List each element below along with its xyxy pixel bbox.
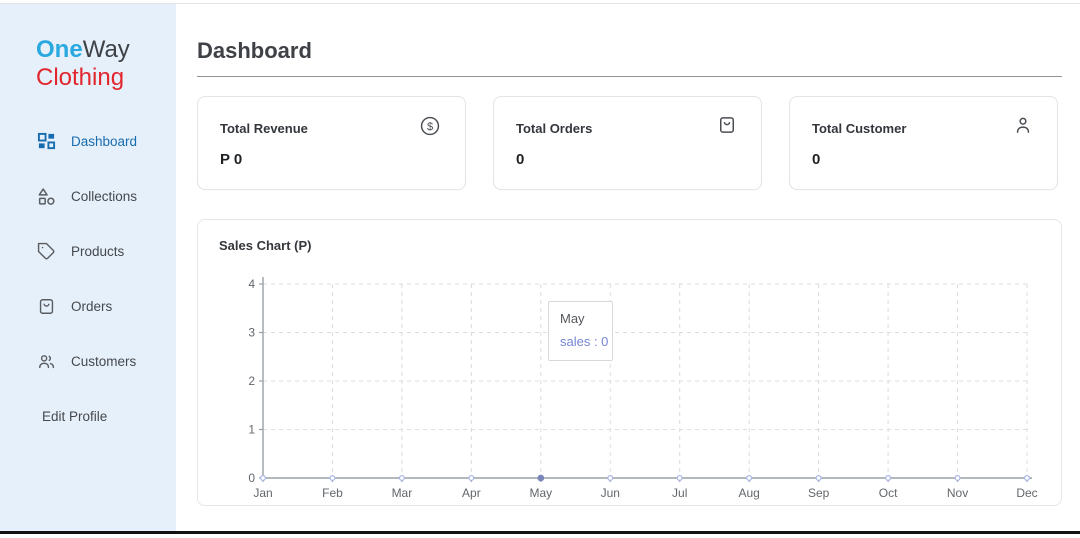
bottom-window-edge xyxy=(0,531,1080,534)
brand-way: Way xyxy=(82,36,130,63)
svg-text:1: 1 xyxy=(248,423,255,437)
svg-text:2: 2 xyxy=(248,374,255,388)
brand-logo: OneWay Clothing xyxy=(0,4,176,92)
svg-text:4: 4 xyxy=(248,277,255,291)
sales-chart-card: Sales Chart (P) 0 1 2 3 4 Jan Feb Mar Apr May Jun J… xyxy=(197,219,1062,506)
chart-canvas: 0 1 2 3 4 Jan Feb Mar Apr May Jun Jul Aug Sep Oct Nov De… xyxy=(248,277,1038,500)
brand-one: One xyxy=(36,36,83,63)
chart-tooltip: May sales : 0 xyxy=(548,301,613,361)
sidebar-item-edit-profile[interactable]: Edit Profile xyxy=(36,404,176,428)
sidebar-item-label: Customers xyxy=(71,353,137,369)
sidebar: OneWay Clothing Dashboard Collections xyxy=(0,4,176,531)
stat-value: 0 xyxy=(812,151,821,168)
svg-text:Mar: Mar xyxy=(392,486,413,500)
dashboard-icon xyxy=(36,131,57,152)
stat-card-total-revenue: Total Revenue $ P 0 xyxy=(197,96,466,190)
svg-text:Jan: Jan xyxy=(253,486,272,500)
tooltip-title: May xyxy=(560,311,585,326)
bag-icon xyxy=(717,115,737,140)
main-content: Dashboard Total Revenue $ P 0 Total Orde… xyxy=(176,4,1080,531)
people-icon xyxy=(36,351,57,372)
svg-text:Apr: Apr xyxy=(462,486,481,500)
title-divider xyxy=(197,76,1062,77)
sidebar-item-dashboard[interactable]: Dashboard xyxy=(36,129,176,153)
person-icon xyxy=(1013,115,1033,140)
sales-chart[interactable]: 0 1 2 3 4 Jan Feb Mar Apr May Jun Jul Aug Sep Oct Nov De… xyxy=(198,259,1061,505)
stat-card-total-orders: Total Orders 0 xyxy=(493,96,762,190)
svg-text:$: $ xyxy=(427,121,433,133)
sidebar-item-label: Products xyxy=(71,243,125,259)
chart-title: Sales Chart (P) xyxy=(219,238,312,253)
svg-text:Jul: Jul xyxy=(672,486,687,500)
sidebar-item-label: Dashboard xyxy=(71,133,138,149)
tooltip-value: sales : 0 xyxy=(560,334,609,349)
svg-text:Nov: Nov xyxy=(947,486,968,500)
svg-text:Feb: Feb xyxy=(322,486,343,500)
tag-icon xyxy=(36,241,57,262)
bag-icon xyxy=(36,296,57,317)
brand-clothing: Clothing xyxy=(36,64,125,91)
stat-value: 0 xyxy=(516,151,525,168)
top-hairline xyxy=(0,3,1080,4)
svg-text:May: May xyxy=(529,486,552,500)
svg-text:3: 3 xyxy=(248,326,255,340)
sidebar-item-collections[interactable]: Collections xyxy=(36,184,176,208)
dollar-circle-icon: $ xyxy=(419,115,441,142)
svg-text:Aug: Aug xyxy=(739,486,760,500)
sidebar-item-label: Edit Profile xyxy=(42,408,108,424)
svg-text:Jun: Jun xyxy=(601,486,620,500)
category-icon xyxy=(36,186,57,207)
page-title: Dashboard xyxy=(197,38,312,63)
sidebar-nav: Dashboard Collections Products Orders xyxy=(0,129,176,428)
svg-text:0: 0 xyxy=(248,471,255,485)
sidebar-item-label: Collections xyxy=(71,188,138,204)
stat-card-total-customer: Total Customer 0 xyxy=(789,96,1058,190)
stat-value: P 0 xyxy=(220,151,243,168)
svg-text:Dec: Dec xyxy=(1016,486,1037,500)
brand-line-1: OneWay xyxy=(36,36,176,64)
stat-cards-row: Total Revenue $ P 0 Total Orders 0 Total… xyxy=(197,96,1062,190)
stat-label: Total Orders xyxy=(516,121,593,136)
svg-text:Oct: Oct xyxy=(879,486,898,500)
stat-label: Total Revenue xyxy=(220,121,308,136)
svg-text:Sep: Sep xyxy=(808,486,830,500)
sidebar-item-label: Orders xyxy=(71,298,113,314)
sidebar-item-orders[interactable]: Orders xyxy=(36,294,176,318)
sidebar-item-customers[interactable]: Customers xyxy=(36,349,176,373)
sidebar-item-products[interactable]: Products xyxy=(36,239,176,263)
stat-label: Total Customer xyxy=(812,121,907,136)
